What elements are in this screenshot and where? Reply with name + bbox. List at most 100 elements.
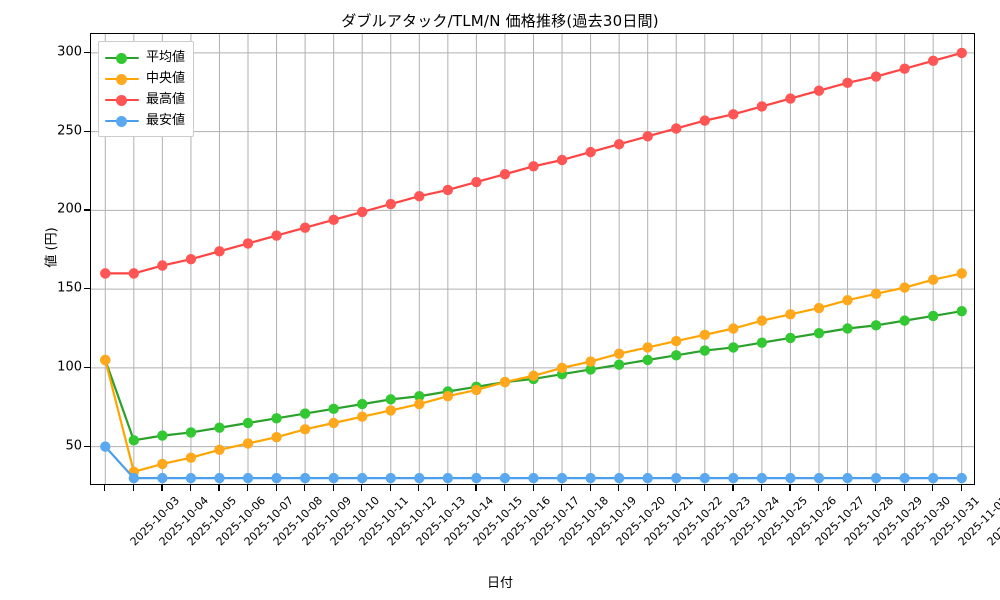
data-point-marker bbox=[385, 198, 396, 210]
x-axis-tick-mark bbox=[332, 485, 334, 491]
data-series-layer bbox=[100, 47, 967, 484]
data-point-marker bbox=[927, 310, 939, 322]
data-point-marker bbox=[271, 431, 282, 443]
legend-swatch-icon bbox=[105, 93, 139, 107]
x-axis-tick-mark bbox=[189, 485, 192, 491]
data-point-marker bbox=[100, 354, 111, 366]
x-axis-tick-mark bbox=[846, 485, 848, 491]
data-point-marker bbox=[128, 268, 140, 279]
data-point-marker bbox=[357, 398, 368, 410]
data-point-marker bbox=[642, 472, 653, 484]
x-axis-tick-mark bbox=[932, 485, 934, 491]
data-point-marker bbox=[528, 472, 539, 484]
data-point-marker bbox=[585, 472, 596, 484]
data-point-marker bbox=[328, 417, 339, 429]
data-point-marker bbox=[556, 472, 568, 484]
data-point-marker bbox=[613, 359, 625, 370]
data-point-marker bbox=[585, 364, 596, 375]
y-axis-tick-label: 250 bbox=[57, 123, 82, 139]
data-point-marker bbox=[185, 452, 197, 463]
data-point-marker bbox=[499, 376, 511, 388]
data-point-marker bbox=[499, 168, 511, 180]
data-point-marker bbox=[128, 435, 140, 446]
data-point-marker bbox=[899, 63, 910, 74]
data-point-marker bbox=[271, 413, 282, 424]
data-point-marker bbox=[756, 337, 768, 348]
y-axis-tick-mark bbox=[84, 288, 90, 290]
data-point-marker bbox=[671, 123, 682, 134]
data-point-marker bbox=[842, 294, 853, 306]
data-point-marker bbox=[870, 71, 882, 82]
data-point-marker bbox=[157, 472, 168, 484]
data-point-marker bbox=[242, 472, 254, 484]
data-point-marker bbox=[842, 323, 853, 334]
y-axis-tick-label: 50 bbox=[65, 438, 82, 454]
x-axis-tick-mark bbox=[161, 485, 163, 491]
data-point-marker bbox=[442, 391, 454, 402]
data-point-marker bbox=[585, 146, 596, 158]
legend-item-3[interactable]: 最安値 bbox=[105, 110, 185, 131]
data-point-marker bbox=[357, 472, 368, 484]
x-axis-tick-mark bbox=[817, 485, 820, 491]
x-axis-tick-mark bbox=[389, 485, 391, 491]
data-point-marker bbox=[699, 329, 710, 341]
data-point-marker bbox=[870, 320, 882, 331]
data-point-marker bbox=[414, 191, 425, 202]
data-point-marker bbox=[813, 302, 825, 314]
legend-item-1[interactable]: 中央値 bbox=[105, 68, 185, 89]
x-axis-tick-mark bbox=[132, 485, 134, 491]
data-point-marker bbox=[756, 315, 768, 326]
x-axis-tick-mark bbox=[503, 485, 506, 491]
data-point-marker bbox=[956, 47, 967, 59]
data-point-marker bbox=[299, 408, 311, 419]
legend-item-2[interactable]: 最高値 bbox=[105, 89, 185, 110]
x-axis-tick-mark bbox=[618, 485, 620, 491]
data-point-marker bbox=[699, 115, 710, 126]
data-point-marker bbox=[499, 472, 511, 484]
data-point-marker bbox=[956, 268, 967, 279]
x-axis-tick-mark bbox=[275, 485, 277, 491]
data-point-marker bbox=[414, 472, 425, 484]
data-point-marker bbox=[927, 274, 939, 285]
data-point-marker bbox=[785, 472, 796, 484]
data-point-marker bbox=[756, 101, 768, 112]
data-point-marker bbox=[471, 176, 482, 188]
data-point-marker bbox=[157, 430, 168, 441]
data-point-marker bbox=[157, 458, 168, 470]
data-point-marker bbox=[613, 348, 625, 359]
x-axis-tick-mark bbox=[104, 485, 106, 491]
legend-marker-icon bbox=[116, 52, 127, 64]
legend-label: 最安値 bbox=[146, 112, 186, 128]
legend-label: 中央値 bbox=[146, 70, 186, 86]
data-point-marker bbox=[728, 109, 739, 120]
x-axis-tick-mark bbox=[304, 485, 306, 491]
y-axis-label: 値 (円) bbox=[44, 227, 60, 268]
data-point-marker bbox=[785, 309, 796, 320]
data-point-marker bbox=[442, 184, 454, 196]
chart-legend[interactable]: 平均値中央値最高値最安値 bbox=[98, 41, 195, 137]
data-point-marker bbox=[185, 254, 197, 265]
data-point-marker bbox=[728, 342, 739, 353]
legend-item-0[interactable]: 平均値 bbox=[105, 47, 185, 68]
data-point-marker bbox=[785, 332, 796, 344]
data-point-marker bbox=[271, 472, 282, 484]
data-point-marker bbox=[357, 206, 368, 218]
data-point-marker bbox=[785, 93, 796, 104]
y-axis-tick-label: 300 bbox=[57, 44, 82, 60]
y-axis-tick-mark bbox=[84, 366, 90, 369]
data-point-marker bbox=[642, 131, 653, 142]
data-point-marker bbox=[813, 328, 825, 339]
data-point-marker bbox=[242, 438, 254, 449]
x-axis-tick-mark bbox=[760, 485, 763, 491]
data-point-marker bbox=[414, 391, 425, 402]
x-axis-tick-mark bbox=[789, 485, 791, 491]
plot-svg bbox=[91, 34, 974, 484]
legend-label: 平均値 bbox=[146, 49, 186, 65]
x-axis-tick-mark bbox=[218, 485, 220, 491]
data-point-marker bbox=[214, 444, 225, 455]
y-axis-tick-mark bbox=[84, 445, 90, 447]
data-point-marker bbox=[214, 422, 225, 433]
data-point-marker bbox=[242, 238, 254, 249]
y-axis-tick-mark bbox=[84, 209, 90, 211]
